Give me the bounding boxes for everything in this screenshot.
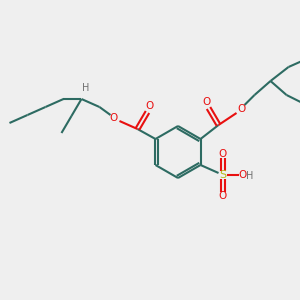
Text: H: H — [82, 83, 89, 93]
Text: O: O — [237, 104, 246, 114]
Text: S: S — [219, 170, 226, 180]
Text: O: O — [218, 149, 226, 159]
Text: O: O — [146, 101, 154, 111]
Text: O: O — [238, 170, 247, 180]
Text: O: O — [218, 191, 226, 201]
Text: O: O — [202, 97, 211, 107]
Text: O: O — [110, 113, 118, 123]
Text: H: H — [246, 171, 253, 181]
